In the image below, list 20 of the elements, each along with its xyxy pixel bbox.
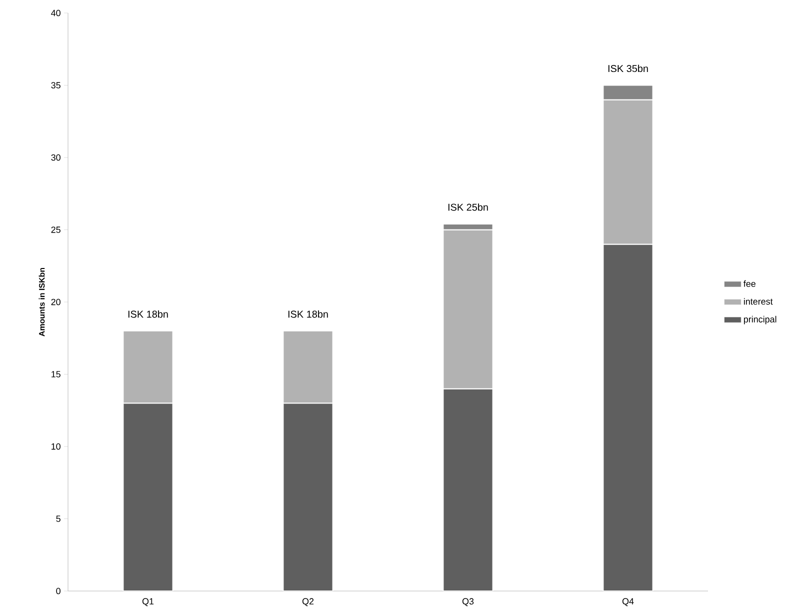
total-label: ISK 18bn: [128, 310, 168, 318]
x-tick-label: Q3: [462, 598, 474, 606]
total-label: ISK 18bn: [288, 310, 328, 318]
x-tick-label: Q1: [142, 598, 154, 606]
y-tick-label: 0: [56, 588, 60, 594]
legend-label: interest: [744, 298, 773, 305]
x-tick-label: Q4: [622, 598, 634, 606]
y-tick-label: 25: [51, 226, 60, 233]
y-tick-label: 15: [52, 371, 60, 378]
y-tick-label: 35: [51, 82, 60, 88]
y-tick-label: 40: [51, 10, 60, 16]
total-label: ISK 35bn: [608, 64, 648, 72]
legend-label: fee: [744, 280, 756, 287]
y-tick-label: 5: [56, 516, 60, 522]
y-tick-label: 30: [51, 154, 60, 161]
y-tick-label: 10: [52, 443, 60, 450]
legend-label: principal: [744, 316, 776, 324]
total-label: ISK 25bn: [448, 203, 488, 211]
y-tick-label: 20: [51, 298, 60, 306]
x-tick-label: Q2: [302, 598, 314, 606]
